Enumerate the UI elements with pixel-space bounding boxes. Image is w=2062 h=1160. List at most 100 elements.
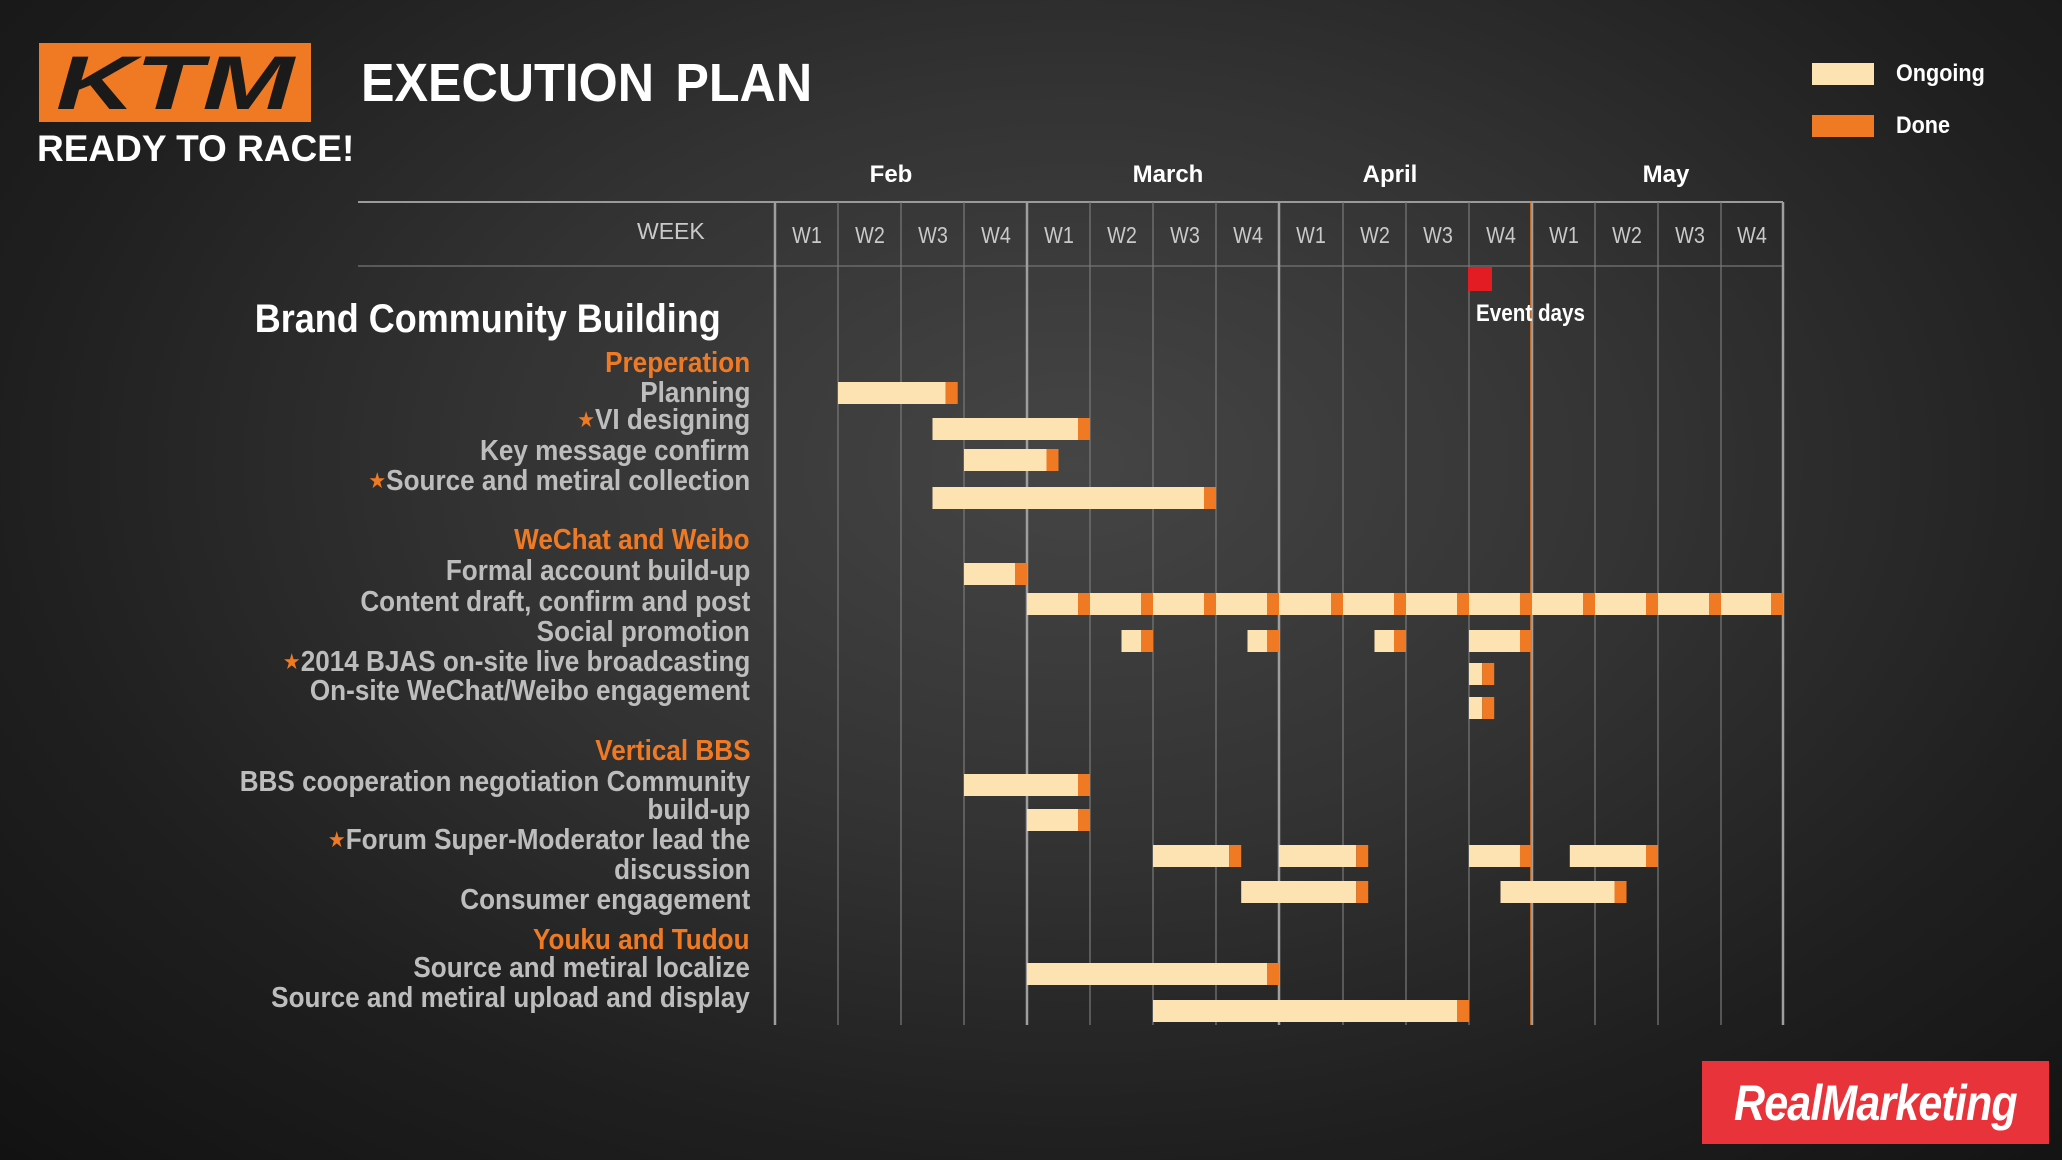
ktm-logo: KTM bbox=[39, 43, 311, 122]
week-header: WEEK bbox=[637, 218, 705, 244]
week-label: W2 bbox=[1611, 222, 1642, 248]
event-days-marker bbox=[1468, 267, 1492, 291]
task-label-text: discussion bbox=[613, 854, 750, 886]
task-label-text: Vertical BBS bbox=[594, 735, 750, 767]
gantt-bar-done bbox=[1394, 630, 1406, 652]
task-label-text: WeChat and Weibo bbox=[514, 524, 750, 556]
gantt-bar bbox=[1279, 593, 1343, 615]
gantt-bar-done bbox=[1520, 593, 1532, 615]
task-group-label: Preperation bbox=[605, 348, 750, 378]
gantt-bar-done bbox=[1267, 963, 1279, 985]
gantt-bar bbox=[1658, 593, 1721, 615]
gantt-bar bbox=[1595, 593, 1658, 615]
gantt-bar-done bbox=[1771, 593, 1783, 615]
gantt-bar-ongoing bbox=[1595, 593, 1646, 615]
gantt-bar-done bbox=[1141, 630, 1153, 652]
svg-text:KTM: KTM bbox=[56, 43, 296, 122]
task-label-text: 2014 BJAS on-site live broadcasting bbox=[300, 646, 750, 678]
task-label-text: Content draft, confirm and post bbox=[359, 586, 750, 618]
gantt-bar bbox=[1469, 630, 1532, 652]
gantt-bar bbox=[1121, 630, 1153, 652]
gantt-bar bbox=[1469, 663, 1495, 685]
gantt-bar-ongoing bbox=[964, 774, 1078, 796]
gantt-bar-done bbox=[1646, 845, 1658, 867]
gantt-bar bbox=[1247, 630, 1279, 652]
gantt-bar-ongoing bbox=[1153, 593, 1204, 615]
gantt-bar bbox=[932, 487, 1216, 509]
gantt-bar bbox=[1374, 630, 1406, 652]
gantt-bar-done bbox=[1229, 845, 1242, 867]
task-label: ★2014 BJAS on-site live broadcasting bbox=[283, 647, 750, 677]
task-group-label: Vertical BBS bbox=[595, 736, 750, 766]
task-label: Content draft, confirm and post bbox=[360, 587, 750, 617]
task-label: BBS cooperation negotiation Community bbox=[240, 767, 750, 797]
week-label: W3 bbox=[917, 222, 948, 248]
task-label: Social promotion bbox=[537, 617, 750, 647]
week-label: W2 bbox=[854, 222, 885, 248]
gantt-bar-done bbox=[1204, 487, 1216, 509]
gantt-bar bbox=[1153, 593, 1216, 615]
gantt-bar-ongoing bbox=[1469, 663, 1483, 685]
gantt-bar bbox=[1469, 845, 1532, 867]
gantt-bar-ongoing bbox=[1469, 593, 1520, 615]
gantt-bar-done bbox=[1646, 593, 1658, 615]
task-label: discussion bbox=[614, 855, 750, 885]
week-label: W4 bbox=[1485, 222, 1516, 248]
month-label: Feb bbox=[869, 161, 913, 188]
gantt-bar-ongoing bbox=[1469, 845, 1520, 867]
gantt-bar bbox=[964, 449, 1059, 471]
week-label: W4 bbox=[1232, 222, 1263, 248]
gantt-bar bbox=[964, 774, 1090, 796]
gantt-bar-done bbox=[945, 382, 958, 404]
task-label: Planning bbox=[640, 378, 750, 408]
gantt-bar bbox=[1090, 593, 1153, 615]
gantt-bar bbox=[1153, 845, 1242, 867]
task-label-text: Key message confirm bbox=[480, 435, 750, 467]
gantt-bar-ongoing bbox=[1027, 593, 1078, 615]
gantt-bar-done bbox=[1078, 593, 1090, 615]
gantt-bar-done bbox=[1356, 881, 1369, 903]
gantt-bar-ongoing bbox=[1569, 845, 1646, 867]
task-label: Consumer engagement bbox=[460, 885, 750, 915]
week-label: W1 bbox=[791, 222, 822, 248]
task-label: ★VI designing bbox=[577, 405, 750, 435]
week-label: W1 bbox=[1548, 222, 1579, 248]
gantt-bar-done bbox=[1709, 593, 1721, 615]
legend-done-swatch bbox=[1812, 115, 1874, 137]
gantt-bar bbox=[1279, 845, 1369, 867]
gantt-bar-ongoing bbox=[1090, 593, 1141, 615]
gantt-bar bbox=[1500, 881, 1627, 903]
gantt-bar-ongoing bbox=[1406, 593, 1457, 615]
gantt-bar-ongoing bbox=[1241, 881, 1357, 903]
gantt-bar bbox=[964, 563, 1027, 585]
gantt-bar-done bbox=[1046, 449, 1059, 471]
gantt-bar bbox=[1721, 593, 1783, 615]
task-label: ★Source and metiral collection bbox=[368, 466, 750, 496]
week-label: W4 bbox=[980, 222, 1011, 248]
gantt-bar-done bbox=[1204, 593, 1216, 615]
gantt-bar-ongoing bbox=[1279, 593, 1331, 615]
gantt-bar-done bbox=[1583, 593, 1595, 615]
gantt-bar-ongoing bbox=[1027, 809, 1078, 831]
gantt-bar-done bbox=[1394, 593, 1406, 615]
gantt-bar-done bbox=[1356, 845, 1369, 867]
task-label-text: On-site WeChat/Weibo engagement bbox=[310, 675, 750, 707]
gantt-bar-ongoing bbox=[964, 563, 1015, 585]
task-label-text: Planning bbox=[639, 377, 750, 409]
gantt-bar-done bbox=[1078, 774, 1090, 796]
gantt-bar bbox=[1241, 881, 1369, 903]
realmarketing-text: RealMarketing bbox=[1734, 1074, 2018, 1131]
gantt-bar-ongoing bbox=[1153, 1000, 1457, 1022]
task-label-text: Youku and Tudou bbox=[533, 924, 750, 956]
gantt-bar-done bbox=[1614, 881, 1627, 903]
gantt-bar-ongoing bbox=[1153, 845, 1230, 867]
gantt-bar-ongoing bbox=[1343, 593, 1394, 615]
gantt-bar-ongoing bbox=[1532, 593, 1583, 615]
gantt-bar-ongoing bbox=[1469, 697, 1483, 719]
gantt-bar-ongoing bbox=[838, 382, 946, 404]
task-label-text: Formal account build-up bbox=[445, 555, 750, 587]
gantt-bar bbox=[1469, 593, 1532, 615]
task-label-text: Preperation bbox=[604, 347, 750, 379]
task-group-label: WeChat and Weibo bbox=[515, 525, 750, 555]
